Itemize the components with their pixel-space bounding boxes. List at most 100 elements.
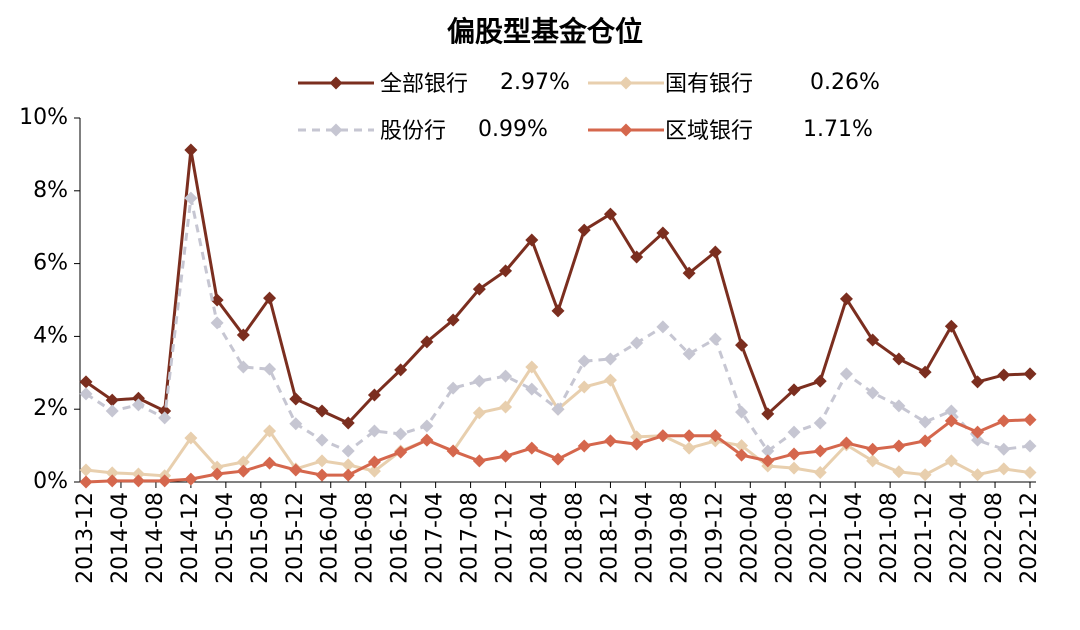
series-marker xyxy=(131,391,145,405)
series-marker xyxy=(708,429,722,443)
series-marker xyxy=(997,442,1011,456)
x-tick-label: 2021-08 xyxy=(877,492,902,584)
x-tick-label: 2015-08 xyxy=(248,492,273,584)
series-marker xyxy=(236,360,250,374)
x-tick-label: 2020-08 xyxy=(772,492,797,584)
x-tick-label: 2013-12 xyxy=(73,492,98,584)
series-marker xyxy=(236,464,250,478)
series-marker xyxy=(131,467,145,481)
series-marker xyxy=(735,439,749,453)
x-tick-label: 2019-08 xyxy=(667,492,692,584)
series-marker xyxy=(787,383,801,397)
series-marker xyxy=(236,328,250,342)
series-marker xyxy=(210,316,224,330)
series-marker xyxy=(367,464,381,478)
legend-marker xyxy=(619,76,633,90)
series-marker xyxy=(472,406,486,420)
series-marker xyxy=(499,369,513,383)
series-marker xyxy=(367,388,381,402)
series-marker xyxy=(367,424,381,438)
legend-value: 2.97% xyxy=(500,70,570,95)
series-marker xyxy=(656,429,670,443)
series-marker xyxy=(341,458,355,472)
y-tick-label: 6% xyxy=(33,251,68,276)
series-marker xyxy=(708,245,722,259)
series-line xyxy=(85,418,1031,484)
series-marker xyxy=(158,404,172,418)
series-line xyxy=(85,149,1031,425)
series-marker xyxy=(499,400,513,414)
series-marker xyxy=(105,404,119,418)
legend-value: 0.26% xyxy=(810,70,880,95)
series-marker xyxy=(630,430,644,444)
series-marker xyxy=(839,367,853,381)
series-marker xyxy=(708,332,722,346)
series-marker xyxy=(944,319,958,333)
x-tick-label: 2019-12 xyxy=(702,492,727,584)
series-marker xyxy=(289,417,303,431)
series-marker xyxy=(577,439,591,453)
series-marker xyxy=(813,466,827,480)
series-marker xyxy=(656,320,670,334)
series-marker xyxy=(131,474,145,488)
legend-label: 全部银行 xyxy=(380,72,468,97)
series-marker xyxy=(577,354,591,368)
series-marker xyxy=(394,445,408,459)
series-marker xyxy=(787,425,801,439)
series-marker xyxy=(79,387,93,401)
series-marker xyxy=(420,433,434,447)
series-marker xyxy=(315,433,329,447)
series-marker xyxy=(892,439,906,453)
x-tick-label: 2015-04 xyxy=(213,492,238,584)
legend-value: 0.99% xyxy=(478,117,548,142)
series-marker xyxy=(551,452,565,466)
x-tick-label: 2022-04 xyxy=(947,492,972,584)
series-marker xyxy=(918,415,932,429)
x-tick-label: 2018-08 xyxy=(562,492,587,584)
series-marker xyxy=(735,338,749,352)
x-tick-label: 2017-08 xyxy=(458,492,483,584)
series-marker xyxy=(866,386,880,400)
y-tick-label: 0% xyxy=(33,469,68,494)
x-tick-label: 2016-08 xyxy=(353,492,378,584)
series-marker xyxy=(866,454,880,468)
series-marker xyxy=(839,292,853,306)
series-marker xyxy=(341,468,355,482)
series-marker xyxy=(472,374,486,388)
series-marker xyxy=(656,226,670,240)
legend-marker xyxy=(329,76,343,90)
series-marker xyxy=(446,313,460,327)
series-marker xyxy=(813,374,827,388)
x-tick-label: 2016-04 xyxy=(318,492,343,584)
series-marker xyxy=(263,424,277,438)
series-marker xyxy=(682,441,696,455)
series-marker xyxy=(892,352,906,366)
series-marker xyxy=(394,427,408,441)
series-marker xyxy=(341,416,355,430)
x-tick-label: 2014-12 xyxy=(178,492,203,584)
series-marker xyxy=(105,466,119,480)
x-tick-label: 2016-12 xyxy=(388,492,413,584)
x-tick-label: 2020-04 xyxy=(737,492,762,584)
series-marker xyxy=(367,455,381,469)
series-marker xyxy=(944,404,958,418)
series-marker xyxy=(420,419,434,433)
x-tick-label: 2017-12 xyxy=(493,492,518,584)
y-tick-label: 10% xyxy=(19,105,68,130)
series-marker xyxy=(630,437,644,451)
series-marker xyxy=(735,448,749,462)
series-marker xyxy=(525,382,539,396)
series-marker xyxy=(997,462,1011,476)
series-marker xyxy=(263,291,277,305)
series-marker xyxy=(761,444,775,458)
series-marker xyxy=(813,444,827,458)
series-marker xyxy=(105,393,119,407)
x-tick-label: 2017-04 xyxy=(423,492,448,584)
series-marker xyxy=(1023,439,1037,453)
series-marker xyxy=(971,425,985,439)
series-marker xyxy=(630,336,644,350)
x-tick-label: 2022-12 xyxy=(1017,492,1042,584)
series-marker xyxy=(525,360,539,374)
series-marker xyxy=(79,375,93,389)
y-tick-label: 4% xyxy=(33,323,68,348)
